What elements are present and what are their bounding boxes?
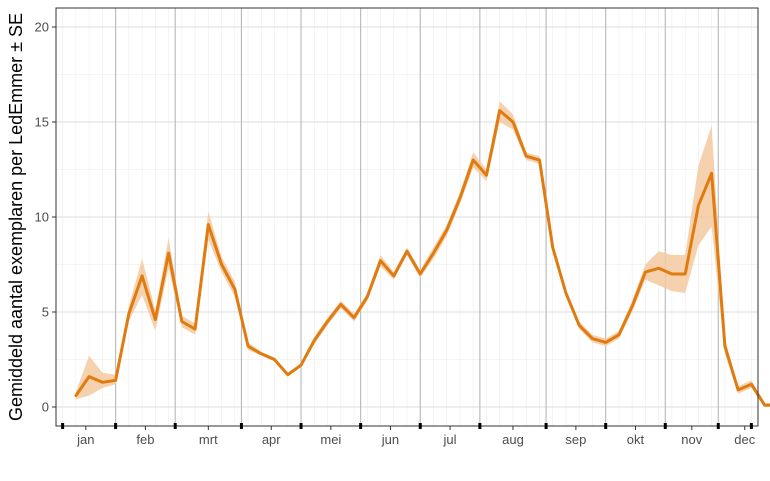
x-tick-label: mei (320, 432, 341, 447)
x-tick-label: aug (502, 432, 524, 447)
y-tick-label: 20 (35, 20, 49, 35)
x-tick-label: nov (681, 432, 702, 447)
y-tick-label: 15 (35, 115, 49, 130)
axes: 0 5 10 15 20 jan feb mrt apr mei jun jul aug sep okt no… (35, 7, 759, 447)
x-tick-label: mrt (199, 432, 218, 447)
x-tick-label: dec (734, 432, 755, 447)
y-tick-label: 0 (42, 400, 49, 415)
x-tick-label: sep (565, 432, 586, 447)
x-tick-label: jan (76, 432, 94, 447)
y-tick-label: 5 (42, 305, 49, 320)
x-tick-label: jun (381, 432, 399, 447)
x-tick-label: okt (627, 432, 645, 447)
series-line (74, 109, 770, 407)
grid (56, 8, 758, 426)
y-axis-title: Gemiddeld aantal exemplaren per LedEmmer… (6, 13, 26, 421)
x-tick-label: feb (136, 432, 154, 447)
x-tick-label: jul (443, 432, 457, 447)
y-tick-label: 10 (35, 210, 49, 225)
se-band (75, 101, 770, 407)
x-tick-label: apr (262, 432, 281, 447)
